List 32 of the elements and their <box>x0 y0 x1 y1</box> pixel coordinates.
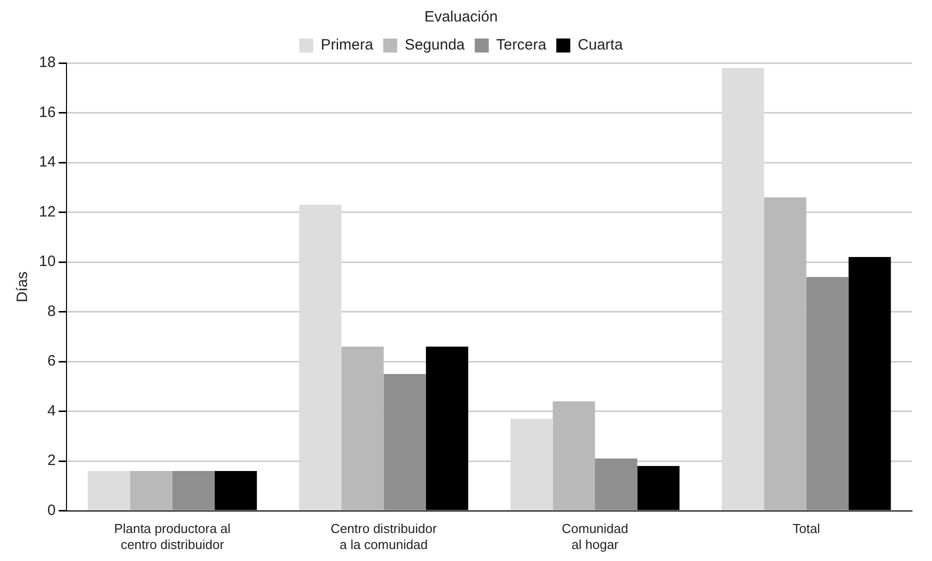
bar <box>384 374 426 510</box>
x-tick-label: Planta productora al centro distribuidor <box>114 521 231 552</box>
bar <box>722 68 764 510</box>
y-tick-label: 8 <box>47 302 56 320</box>
bar <box>552 401 596 510</box>
bar <box>172 470 215 510</box>
legend-label: Tercera <box>496 36 547 54</box>
bar <box>510 418 553 510</box>
legend-label: Primera <box>320 36 374 54</box>
y-tick-label: 14 <box>38 154 56 171</box>
y-tick-label: 6 <box>47 352 56 370</box>
bar <box>341 346 384 510</box>
x-tick-label: Comunidad al hogar <box>562 521 628 552</box>
x-tick-label: Centro distribuidor a la comunidad <box>330 521 438 552</box>
y-tick-label: 18 <box>38 54 56 72</box>
y-tick-label: 10 <box>38 253 56 270</box>
y-axis-title: Días <box>14 271 32 302</box>
bar <box>595 458 638 510</box>
y-tick-label: 16 <box>38 104 56 121</box>
legend-title: Evaluación <box>424 8 498 26</box>
bar <box>88 470 130 510</box>
bar <box>764 197 806 510</box>
y-tick-label: 4 <box>47 402 56 420</box>
bar <box>130 470 172 510</box>
legend-label: Cuarta <box>578 36 624 54</box>
x-tick-label: Total <box>792 521 820 536</box>
bar <box>299 204 342 510</box>
bar <box>806 276 849 510</box>
y-tick-label: 12 <box>38 203 56 220</box>
y-tick-label: 0 <box>47 502 56 519</box>
y-tick-label: 2 <box>47 452 56 470</box>
legend-label: Segunda <box>404 36 466 54</box>
